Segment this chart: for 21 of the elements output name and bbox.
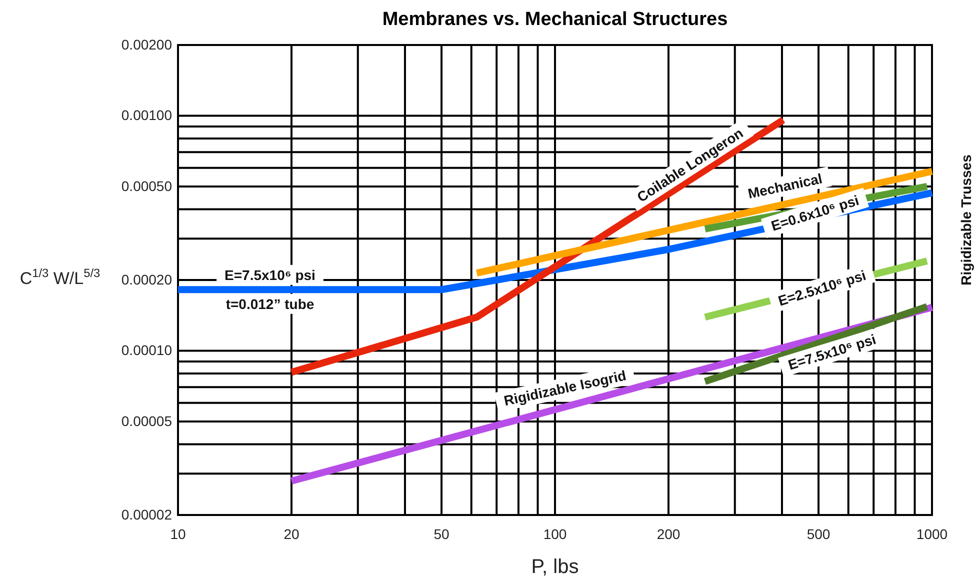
y-tick-label: 0.00050 bbox=[121, 178, 172, 194]
x-tick-label: 200 bbox=[656, 526, 680, 542]
x-tick-label: 50 bbox=[434, 526, 450, 542]
x-axis-title: P, lbs bbox=[531, 556, 579, 578]
y-tick-label: 0.00005 bbox=[121, 412, 172, 429]
y-axis-title: C$^{1/3}$ W/L$^{5/3}$ bbox=[20, 266, 101, 288]
x-tick-label: 20 bbox=[284, 526, 300, 542]
annotation: E=7.5x10⁶ psi bbox=[224, 266, 316, 283]
annotation: Rigidizable Isogrid bbox=[502, 367, 628, 409]
text: Rigidizable Trusses bbox=[958, 154, 974, 286]
x-tick-label: 1000 bbox=[916, 526, 948, 542]
x-tick-label: 500 bbox=[806, 526, 830, 542]
annotation: t=0.012” tube bbox=[226, 296, 314, 312]
chart-title: Membranes vs. Mechanical Structures bbox=[382, 9, 728, 30]
x-tick-label: 10 bbox=[170, 526, 186, 542]
y-tick-label: 0.00020 bbox=[121, 271, 172, 288]
y-tick-label: 0.00002 bbox=[121, 506, 172, 522]
x-tick-label: 100 bbox=[543, 526, 567, 542]
y-tick-label: 0.00100 bbox=[121, 107, 172, 124]
y-tick-label: 0.00200 bbox=[121, 36, 172, 52]
y-tick-label: 0.00010 bbox=[121, 342, 172, 358]
